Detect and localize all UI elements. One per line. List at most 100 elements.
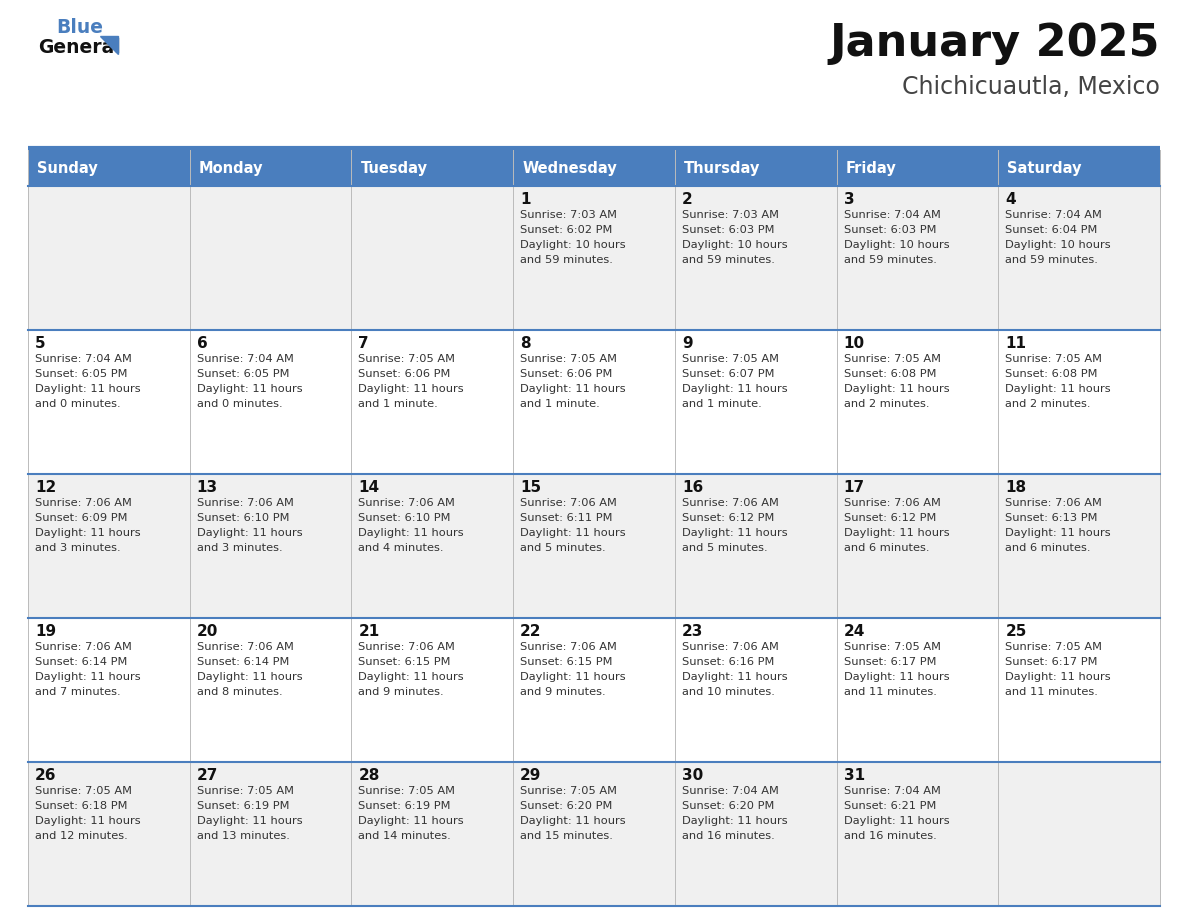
Text: Daylight: 11 hours: Daylight: 11 hours: [197, 384, 302, 394]
Text: 1: 1: [520, 192, 531, 207]
Text: Daylight: 11 hours: Daylight: 11 hours: [359, 816, 465, 826]
Text: Daylight: 11 hours: Daylight: 11 hours: [197, 528, 302, 538]
Text: 15: 15: [520, 480, 542, 495]
Text: Friday: Friday: [846, 161, 896, 175]
Text: and 16 minutes.: and 16 minutes.: [843, 831, 936, 841]
Text: Daylight: 11 hours: Daylight: 11 hours: [34, 816, 140, 826]
Text: Sunset: 6:05 PM: Sunset: 6:05 PM: [34, 369, 127, 379]
Text: 17: 17: [843, 480, 865, 495]
Text: 6: 6: [197, 336, 208, 351]
Text: and 15 minutes.: and 15 minutes.: [520, 831, 613, 841]
Text: Daylight: 11 hours: Daylight: 11 hours: [520, 384, 626, 394]
Text: and 2 minutes.: and 2 minutes.: [1005, 399, 1091, 409]
Text: 2: 2: [682, 192, 693, 207]
Text: and 59 minutes.: and 59 minutes.: [1005, 255, 1098, 265]
Bar: [836, 150, 998, 186]
Text: Daylight: 11 hours: Daylight: 11 hours: [1005, 528, 1111, 538]
Text: and 11 minutes.: and 11 minutes.: [1005, 687, 1098, 697]
Bar: [352, 150, 513, 186]
Text: 25: 25: [1005, 624, 1026, 639]
Text: Sunset: 6:20 PM: Sunset: 6:20 PM: [682, 801, 775, 811]
Text: and 4 minutes.: and 4 minutes.: [359, 543, 444, 553]
Text: and 2 minutes.: and 2 minutes.: [843, 399, 929, 409]
Text: Daylight: 11 hours: Daylight: 11 hours: [359, 672, 465, 682]
Text: 7: 7: [359, 336, 369, 351]
Text: Sunset: 6:19 PM: Sunset: 6:19 PM: [197, 801, 289, 811]
Text: Sunset: 6:19 PM: Sunset: 6:19 PM: [359, 801, 451, 811]
Text: 5: 5: [34, 336, 45, 351]
Text: and 0 minutes.: and 0 minutes.: [197, 399, 283, 409]
Text: 20: 20: [197, 624, 219, 639]
Text: and 9 minutes.: and 9 minutes.: [359, 687, 444, 697]
Text: Sunset: 6:10 PM: Sunset: 6:10 PM: [359, 513, 451, 523]
Text: Daylight: 10 hours: Daylight: 10 hours: [843, 240, 949, 250]
Text: and 13 minutes.: and 13 minutes.: [197, 831, 290, 841]
Text: Sunset: 6:07 PM: Sunset: 6:07 PM: [682, 369, 775, 379]
Text: Sunrise: 7:04 AM: Sunrise: 7:04 AM: [682, 786, 778, 796]
Text: Sunset: 6:02 PM: Sunset: 6:02 PM: [520, 225, 613, 235]
Text: Sunset: 6:12 PM: Sunset: 6:12 PM: [682, 513, 775, 523]
Text: and 10 minutes.: and 10 minutes.: [682, 687, 775, 697]
Text: General: General: [38, 38, 121, 57]
Text: 4: 4: [1005, 192, 1016, 207]
Text: and 0 minutes.: and 0 minutes.: [34, 399, 121, 409]
Text: Daylight: 11 hours: Daylight: 11 hours: [197, 816, 302, 826]
Text: Daylight: 10 hours: Daylight: 10 hours: [682, 240, 788, 250]
Text: Wednesday: Wednesday: [523, 161, 617, 175]
Text: Sunrise: 7:04 AM: Sunrise: 7:04 AM: [1005, 210, 1102, 220]
Text: Tuesday: Tuesday: [360, 161, 428, 175]
Text: Sunrise: 7:03 AM: Sunrise: 7:03 AM: [520, 210, 617, 220]
Text: Daylight: 11 hours: Daylight: 11 hours: [1005, 384, 1111, 394]
Text: Monday: Monday: [198, 161, 264, 175]
Text: and 59 minutes.: and 59 minutes.: [843, 255, 936, 265]
Text: Daylight: 11 hours: Daylight: 11 hours: [197, 672, 302, 682]
Text: Daylight: 11 hours: Daylight: 11 hours: [682, 384, 788, 394]
Text: Daylight: 11 hours: Daylight: 11 hours: [682, 528, 788, 538]
Text: Daylight: 11 hours: Daylight: 11 hours: [34, 672, 140, 682]
Bar: [29, 186, 1159, 330]
Text: 13: 13: [197, 480, 217, 495]
Text: Daylight: 11 hours: Daylight: 11 hours: [359, 384, 465, 394]
Text: and 3 minutes.: and 3 minutes.: [34, 543, 121, 553]
Bar: [998, 150, 1159, 186]
Text: Saturday: Saturday: [1007, 161, 1082, 175]
Text: Sunrise: 7:05 AM: Sunrise: 7:05 AM: [197, 786, 293, 796]
Text: Sunset: 6:15 PM: Sunset: 6:15 PM: [359, 657, 451, 667]
Text: Sunset: 6:11 PM: Sunset: 6:11 PM: [520, 513, 613, 523]
Text: 28: 28: [359, 768, 380, 783]
Text: 26: 26: [34, 768, 57, 783]
Text: Sunset: 6:14 PM: Sunset: 6:14 PM: [34, 657, 127, 667]
Bar: [190, 150, 352, 186]
Text: and 7 minutes.: and 7 minutes.: [34, 687, 121, 697]
Text: Sunset: 6:10 PM: Sunset: 6:10 PM: [197, 513, 289, 523]
Bar: [29, 762, 1159, 906]
Text: Sunrise: 7:06 AM: Sunrise: 7:06 AM: [843, 498, 941, 508]
Text: 12: 12: [34, 480, 56, 495]
Text: and 1 minute.: and 1 minute.: [520, 399, 600, 409]
Text: and 16 minutes.: and 16 minutes.: [682, 831, 775, 841]
Text: Sunset: 6:18 PM: Sunset: 6:18 PM: [34, 801, 127, 811]
Text: Sunrise: 7:06 AM: Sunrise: 7:06 AM: [197, 642, 293, 652]
Text: Sunset: 6:17 PM: Sunset: 6:17 PM: [843, 657, 936, 667]
Text: Sunrise: 7:06 AM: Sunrise: 7:06 AM: [520, 642, 617, 652]
Text: Daylight: 11 hours: Daylight: 11 hours: [682, 672, 788, 682]
Text: Sunrise: 7:06 AM: Sunrise: 7:06 AM: [682, 642, 778, 652]
Text: Daylight: 11 hours: Daylight: 11 hours: [843, 384, 949, 394]
Text: Sunset: 6:20 PM: Sunset: 6:20 PM: [520, 801, 613, 811]
Text: Sunrise: 7:04 AM: Sunrise: 7:04 AM: [843, 210, 941, 220]
Text: Sunset: 6:08 PM: Sunset: 6:08 PM: [843, 369, 936, 379]
Text: Sunrise: 7:05 AM: Sunrise: 7:05 AM: [520, 354, 617, 364]
Text: Sunset: 6:03 PM: Sunset: 6:03 PM: [682, 225, 775, 235]
Text: 22: 22: [520, 624, 542, 639]
Text: 24: 24: [843, 624, 865, 639]
Text: Sunset: 6:06 PM: Sunset: 6:06 PM: [520, 369, 613, 379]
Text: Sunrise: 7:06 AM: Sunrise: 7:06 AM: [682, 498, 778, 508]
Bar: [29, 474, 1159, 618]
Text: and 1 minute.: and 1 minute.: [359, 399, 438, 409]
Text: Sunrise: 7:04 AM: Sunrise: 7:04 AM: [197, 354, 293, 364]
Text: Sunrise: 7:05 AM: Sunrise: 7:05 AM: [520, 786, 617, 796]
Text: and 8 minutes.: and 8 minutes.: [197, 687, 283, 697]
Text: Sunset: 6:05 PM: Sunset: 6:05 PM: [197, 369, 289, 379]
Text: and 6 minutes.: and 6 minutes.: [843, 543, 929, 553]
Text: Sunrise: 7:06 AM: Sunrise: 7:06 AM: [197, 498, 293, 508]
